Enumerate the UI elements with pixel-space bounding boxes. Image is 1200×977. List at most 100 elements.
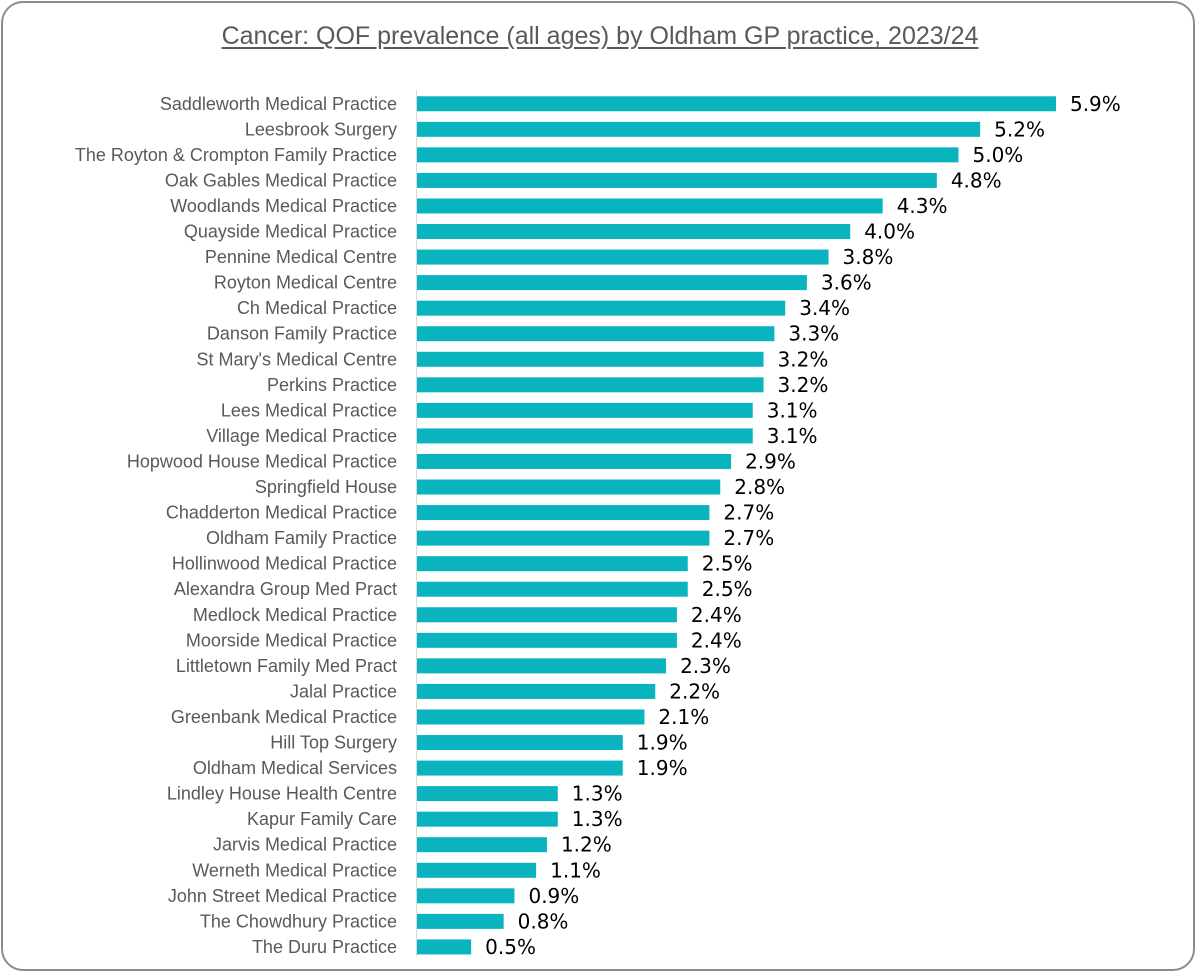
category-label: Pennine Medical Centre (205, 247, 397, 267)
bar (417, 198, 883, 214)
bar (417, 121, 981, 137)
bar (417, 249, 829, 265)
bar (417, 683, 656, 699)
category-label: Oldham Medical Services (193, 758, 397, 778)
data-label: 2.2% (669, 679, 720, 703)
data-label: 3.4% (799, 296, 850, 320)
category-label: Springfield House (255, 477, 397, 497)
data-label: 3.2% (778, 347, 829, 371)
bar (417, 96, 1056, 112)
data-label: 1.2% (561, 833, 612, 857)
bar (417, 581, 688, 597)
bar (417, 453, 732, 469)
bar (417, 888, 515, 904)
category-label: Kapur Family Care (247, 809, 397, 829)
data-label: 1.3% (572, 782, 623, 806)
bar (417, 556, 688, 572)
data-label: 1.1% (550, 858, 601, 882)
chart-title: Cancer: QOF prevalence (all ages) by Old… (221, 22, 979, 50)
data-label: 1.3% (572, 807, 623, 831)
bar (417, 505, 710, 521)
category-label: Littletown Family Med Pract (176, 656, 397, 676)
data-label: 4.0% (864, 220, 915, 244)
data-label: 1.9% (637, 756, 688, 780)
category-label: Lees Medical Practice (221, 400, 397, 420)
data-label: 3.1% (767, 424, 818, 448)
bar (417, 224, 851, 240)
data-label: 2.5% (702, 552, 753, 576)
data-label: 5.9% (1070, 92, 1121, 116)
category-label: Lindley House Health Centre (167, 784, 397, 804)
category-label: St Mary's Medical Centre (197, 349, 398, 369)
category-label: Ch Medical Practice (237, 298, 397, 318)
category-label: Hill Top Surgery (270, 733, 397, 753)
category-label: Werneth Medical Practice (192, 860, 397, 880)
data-label: 5.2% (994, 117, 1045, 141)
category-label: Greenbank Medical Practice (171, 707, 397, 727)
data-label: 2.4% (691, 628, 742, 652)
category-label: Oak Gables Medical Practice (165, 170, 397, 190)
bar (417, 479, 721, 495)
bar (417, 913, 504, 929)
category-label: Hollinwood Medical Practice (172, 554, 397, 574)
data-label: 4.3% (897, 194, 948, 218)
data-label: 3.2% (778, 373, 829, 397)
data-label: 0.8% (518, 909, 569, 933)
category-label: Woodlands Medical Practice (170, 196, 397, 216)
category-label: Perkins Practice (267, 375, 397, 395)
category-label: Hopwood House Medical Practice (127, 451, 397, 471)
category-label: Moorside Medical Practice (186, 630, 397, 650)
data-label: 1.9% (637, 731, 688, 755)
bar (417, 428, 753, 444)
category-label: Jarvis Medical Practice (213, 835, 397, 855)
data-label: 3.6% (821, 271, 872, 295)
bar (417, 377, 764, 393)
category-label: Oldham Family Practice (206, 528, 397, 548)
bar (417, 837, 547, 853)
bar (417, 632, 677, 648)
bar (417, 326, 775, 342)
bar (417, 735, 623, 751)
category-label: Jalal Practice (290, 681, 397, 701)
bar (417, 530, 710, 546)
bar (417, 786, 558, 802)
category-label: The Duru Practice (252, 937, 397, 957)
data-label: 4.8% (951, 168, 1002, 192)
bar (417, 172, 937, 188)
category-label: The Chowdhury Practice (200, 911, 397, 931)
bar (417, 300, 786, 316)
data-label: 2.5% (702, 577, 753, 601)
data-label: 5.0% (973, 143, 1024, 167)
bar (417, 939, 472, 955)
bar (417, 147, 959, 163)
data-label: 0.5% (485, 935, 536, 959)
category-label: John Street Medical Practice (168, 886, 397, 906)
data-label: 3.1% (767, 398, 818, 422)
bar (417, 658, 667, 674)
category-label: Royton Medical Centre (214, 273, 397, 293)
bar (417, 351, 764, 367)
bar (417, 862, 537, 878)
bar (417, 402, 753, 418)
data-label: 3.8% (843, 245, 894, 269)
category-label: Medlock Medical Practice (193, 605, 397, 625)
data-label: 2.7% (723, 501, 774, 525)
category-label: Village Medical Practice (206, 426, 397, 446)
bar (417, 709, 645, 725)
bar (417, 275, 807, 291)
category-label: Leesbrook Surgery (245, 119, 397, 139)
data-label: 2.8% (734, 475, 785, 499)
data-label: 2.4% (691, 603, 742, 627)
category-label: Danson Family Practice (207, 324, 397, 344)
data-label: 2.7% (723, 526, 774, 550)
category-label: Saddleworth Medical Practice (160, 94, 397, 114)
data-label: 3.3% (788, 322, 839, 346)
data-label: 0.9% (528, 884, 579, 908)
category-label: The Royton & Crompton Family Practice (75, 145, 397, 165)
bar (417, 760, 623, 776)
data-label: 2.1% (658, 705, 709, 729)
category-label: Chadderton Medical Practice (166, 503, 397, 523)
data-label: 2.3% (680, 654, 731, 678)
bar (417, 607, 677, 623)
